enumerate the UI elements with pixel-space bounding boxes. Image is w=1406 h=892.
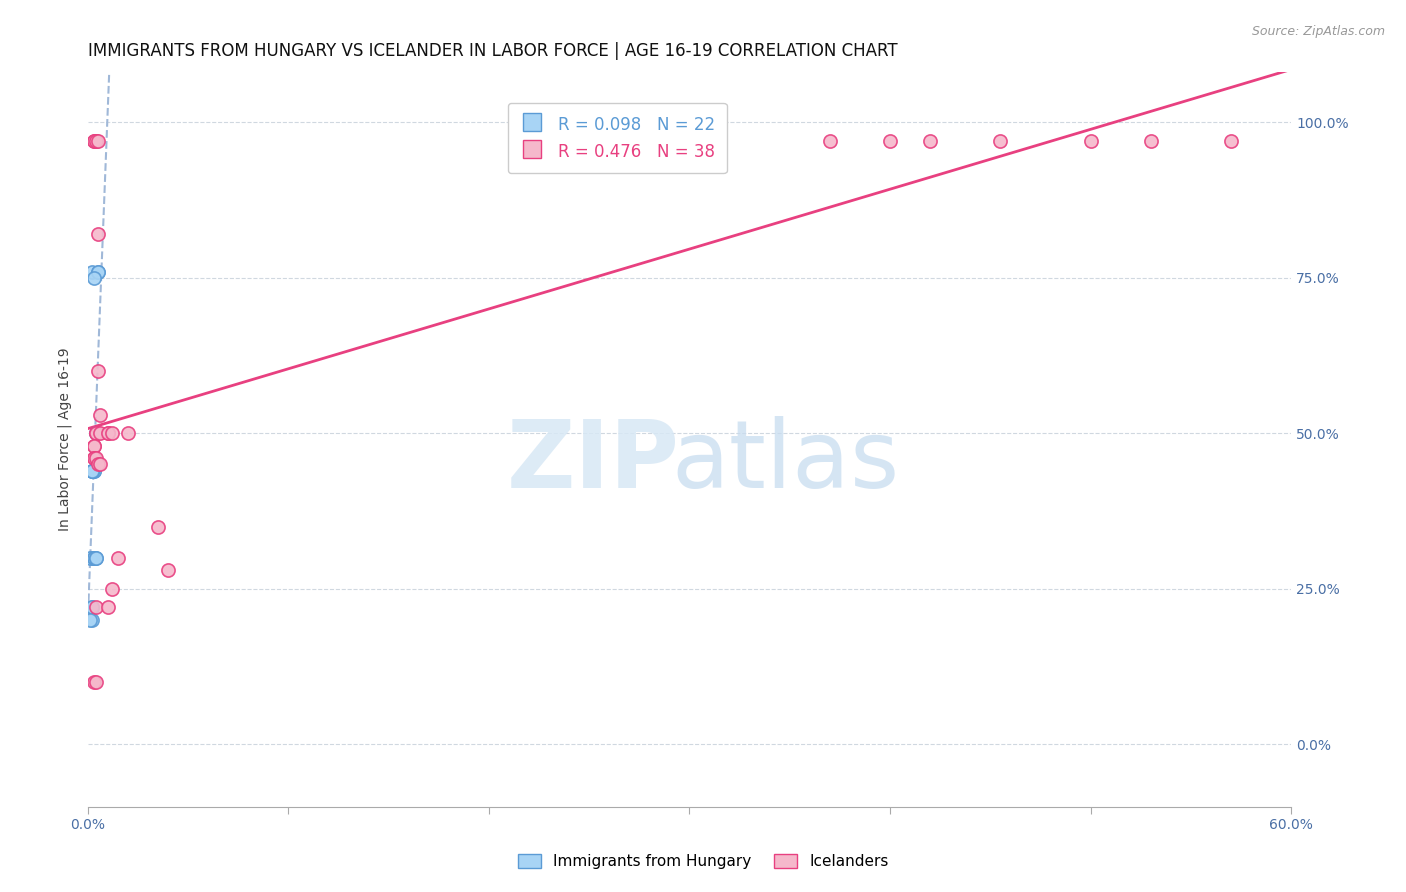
Text: IMMIGRANTS FROM HUNGARY VS ICELANDER IN LABOR FORCE | AGE 16-19 CORRELATION CHAR: IMMIGRANTS FROM HUNGARY VS ICELANDER IN … (87, 42, 897, 60)
Point (146, 519, 169, 533)
Point (89, 458, 111, 472)
Point (83, 464, 105, 478)
Point (83, 451, 105, 466)
Point (83, 550, 105, 565)
Point (100, 426, 122, 441)
Y-axis label: In Labor Force | Age 16-19: In Labor Force | Age 16-19 (58, 348, 72, 532)
Point (80, 550, 103, 565)
Point (84, 451, 107, 466)
Point (86, 458, 108, 472)
Point (86, 264, 108, 278)
Point (83, 134, 105, 148)
Point (156, 563, 179, 577)
Point (80, 600, 103, 615)
Point (80, 600, 103, 615)
Point (83, 550, 105, 565)
Point (1220, 134, 1243, 148)
Point (80, 464, 103, 478)
Point (990, 134, 1012, 148)
Point (84, 134, 107, 148)
Point (84, 426, 107, 441)
Point (920, 134, 942, 148)
Point (1140, 134, 1163, 148)
Point (89, 408, 111, 422)
Point (84, 675, 107, 690)
Point (83, 134, 105, 148)
Point (80, 464, 103, 478)
Point (83, 451, 105, 466)
Point (97, 600, 120, 615)
Point (80, 264, 103, 278)
Point (83, 464, 105, 478)
Point (83, 675, 105, 690)
Point (83, 439, 105, 453)
Point (84, 134, 107, 148)
Point (97, 426, 120, 441)
Point (84, 600, 107, 615)
Point (86, 364, 108, 378)
Point (86, 426, 108, 441)
Point (818, 134, 841, 148)
Text: ZIP: ZIP (506, 416, 679, 508)
Point (86, 264, 108, 278)
Point (107, 550, 129, 565)
Point (86, 227, 108, 242)
Point (80, 464, 103, 478)
Point (84, 426, 107, 441)
Point (80, 464, 103, 478)
Point (89, 426, 111, 441)
Point (879, 134, 901, 148)
Point (117, 426, 139, 441)
Text: Source: ZipAtlas.com: Source: ZipAtlas.com (1251, 25, 1385, 38)
Point (86, 134, 108, 148)
Text: atlas: atlas (672, 416, 900, 508)
Point (83, 270, 105, 285)
Point (80, 613, 103, 627)
Point (1080, 134, 1102, 148)
Point (84, 550, 107, 565)
Point (84, 550, 107, 565)
Legend: Immigrants from Hungary, Icelanders: Immigrants from Hungary, Icelanders (512, 848, 894, 875)
Point (79, 550, 101, 565)
Point (97, 426, 120, 441)
Point (79, 613, 101, 627)
Legend: R = 0.098   N = 22, R = 0.476   N = 38: R = 0.098 N = 22, R = 0.476 N = 38 (508, 103, 727, 173)
Point (83, 439, 105, 453)
Point (100, 582, 122, 596)
Point (84, 426, 107, 441)
Point (84, 426, 107, 441)
